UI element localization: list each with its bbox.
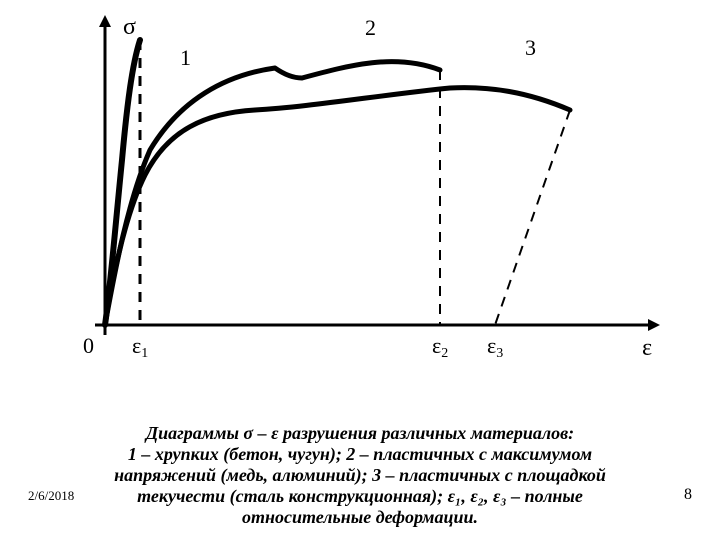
caption-line: 1 – хрупких (бетон, чугун); 2 – пластичн… [40, 444, 680, 465]
curve-label-2: 2 [365, 15, 376, 40]
footer-date: 2/6/2018 [28, 488, 74, 504]
y-axis-arrow [99, 15, 111, 27]
origin-label: 0 [83, 333, 94, 358]
x-tick-label-1: ε1 [132, 333, 148, 361]
figure-caption: Диаграммы σ – ε разрушения различных мат… [0, 423, 720, 528]
y-axis-label: σ [123, 14, 136, 40]
chart-svg: σ ε 0 1 2 3 ε1 ε2 ε3 [50, 10, 670, 380]
dropline-3 [495, 110, 570, 325]
x-axis-label: ε [642, 335, 652, 361]
caption-line: относительные деформации. [40, 507, 680, 528]
x-tick-label-2: ε2 [432, 333, 448, 361]
footer-page-number: 8 [684, 486, 692, 504]
stress-strain-chart: σ ε 0 1 2 3 ε1 ε2 ε3 [50, 10, 670, 380]
caption-line: текучести (сталь конструкционная); ε₁, ε… [40, 486, 680, 507]
x-tick-label-3: ε3 [487, 333, 503, 361]
curve-label-1: 1 [180, 45, 191, 70]
curve-3 [105, 88, 570, 325]
x-axis-arrow [648, 319, 660, 331]
curve-2 [105, 62, 440, 325]
caption-line: Диаграммы σ – ε разрушения различных мат… [40, 423, 680, 444]
curve-label-3: 3 [525, 35, 536, 60]
caption-line: напряжений (медь, алюминий); 3 – пластич… [40, 465, 680, 486]
